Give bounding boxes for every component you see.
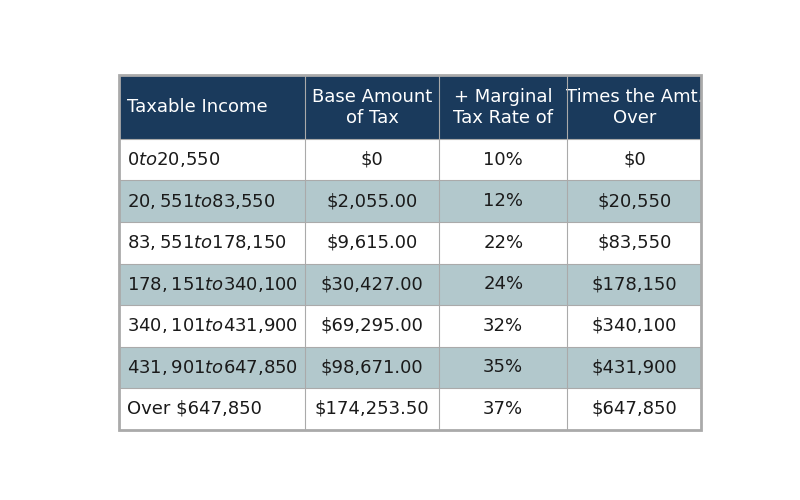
Bar	[439, 264, 567, 305]
Bar	[439, 222, 567, 264]
Bar	[439, 139, 567, 180]
Text: $0: $0	[623, 150, 646, 168]
Bar	[305, 76, 439, 139]
Bar	[118, 346, 305, 388]
Text: 10%: 10%	[483, 150, 523, 168]
Bar	[439, 388, 567, 430]
Text: $340,100: $340,100	[592, 317, 677, 335]
Text: $0: $0	[361, 150, 383, 168]
Bar	[118, 76, 305, 139]
Text: $69,295.00: $69,295.00	[321, 317, 423, 335]
Bar	[567, 264, 702, 305]
Bar	[118, 139, 305, 180]
Text: 32%: 32%	[483, 317, 523, 335]
Bar	[567, 139, 702, 180]
Text: + Marginal
Tax Rate of: + Marginal Tax Rate of	[454, 88, 554, 126]
Text: $0 to $20,550: $0 to $20,550	[126, 150, 220, 169]
Bar	[567, 305, 702, 346]
Bar	[567, 76, 702, 139]
Text: $174,253.50: $174,253.50	[315, 400, 430, 418]
Text: $2,055.00: $2,055.00	[326, 192, 418, 210]
Bar	[118, 264, 305, 305]
Text: Base Amount
of Tax: Base Amount of Tax	[312, 88, 432, 126]
Bar	[439, 76, 567, 139]
Bar	[305, 222, 439, 264]
Bar	[567, 222, 702, 264]
Text: 37%: 37%	[483, 400, 523, 418]
Text: $30,427.00: $30,427.00	[321, 276, 423, 293]
Text: $340,101 to $431,900: $340,101 to $431,900	[126, 316, 298, 336]
Text: Over $647,850: Over $647,850	[126, 400, 262, 418]
Text: 24%: 24%	[483, 276, 523, 293]
Text: 35%: 35%	[483, 358, 523, 376]
Bar	[118, 305, 305, 346]
Bar	[118, 222, 305, 264]
Text: $98,671.00: $98,671.00	[321, 358, 423, 376]
Bar	[305, 346, 439, 388]
Bar	[305, 264, 439, 305]
Text: $83,550: $83,550	[597, 234, 671, 252]
Text: Times the Amt.
Over: Times the Amt. Over	[566, 88, 703, 126]
Bar	[305, 388, 439, 430]
Text: $178,151 to $340,100: $178,151 to $340,100	[126, 275, 298, 294]
Bar	[439, 180, 567, 222]
Text: $647,850: $647,850	[591, 400, 678, 418]
Text: Taxable Income: Taxable Income	[126, 98, 267, 116]
Bar	[118, 180, 305, 222]
Text: $431,900: $431,900	[591, 358, 677, 376]
Text: $20,551 to $83,550: $20,551 to $83,550	[126, 192, 275, 210]
Text: $20,550: $20,550	[598, 192, 671, 210]
Text: $9,615.00: $9,615.00	[326, 234, 418, 252]
Text: 22%: 22%	[483, 234, 523, 252]
Text: 12%: 12%	[483, 192, 523, 210]
Bar	[305, 180, 439, 222]
Bar	[439, 346, 567, 388]
Text: $178,150: $178,150	[591, 276, 677, 293]
Bar	[305, 139, 439, 180]
Bar	[305, 305, 439, 346]
Bar	[118, 388, 305, 430]
Bar	[567, 346, 702, 388]
Bar	[567, 388, 702, 430]
Text: $431,901 to $647,850: $431,901 to $647,850	[126, 358, 298, 377]
Bar	[439, 305, 567, 346]
Text: $83,551 to $178,150: $83,551 to $178,150	[126, 233, 286, 252]
Bar	[567, 180, 702, 222]
